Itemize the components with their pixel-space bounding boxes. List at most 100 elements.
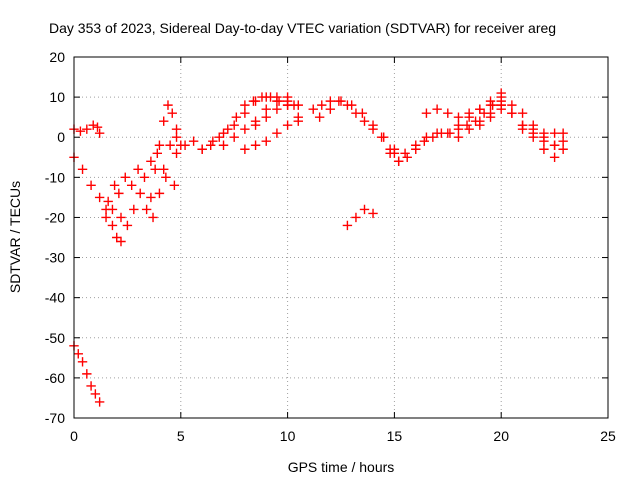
data-point [282, 120, 293, 130]
data-point [485, 100, 496, 110]
data-point [180, 140, 190, 150]
data-point [359, 204, 370, 215]
series-track-d [103, 172, 180, 231]
x-axis-label: GPS time / hours [288, 459, 395, 475]
data-point [317, 100, 327, 110]
grid [74, 57, 608, 418]
data-point [368, 208, 378, 219]
data-point [103, 196, 113, 207]
data-point [282, 92, 293, 102]
data-point [357, 108, 368, 118]
data-point [400, 148, 410, 158]
data-point [539, 136, 549, 146]
data-point [116, 236, 126, 247]
data-point [250, 140, 261, 150]
data-point [214, 132, 224, 142]
data-point [539, 128, 549, 138]
data-point [453, 112, 464, 122]
series-track-m [342, 204, 378, 231]
data-point [146, 156, 156, 166]
data-point [90, 389, 101, 399]
data-point [549, 140, 560, 150]
data-point [346, 100, 357, 110]
data-point [208, 136, 218, 146]
data-point [261, 104, 271, 114]
axis-ticks: -70 -60 -50 -40 -30 -20 -10 0 10 20 0 5 10 15 20 25 [45, 49, 616, 444]
data-point [496, 88, 506, 98]
data-point [146, 192, 156, 203]
y-tick-label: -20 [45, 209, 65, 225]
data-point [549, 128, 560, 138]
data-point [133, 164, 143, 175]
data-point [517, 124, 528, 134]
data-point [171, 124, 182, 134]
series-track-t [517, 124, 568, 138]
data-point [272, 104, 282, 114]
data-point [107, 204, 118, 215]
data-point [325, 96, 336, 106]
data-point [539, 144, 549, 154]
data-point [453, 120, 464, 130]
data-point [116, 212, 126, 223]
data-point [159, 116, 169, 126]
data-point [443, 108, 453, 118]
y-tick-label: -40 [45, 290, 65, 306]
data-point [141, 204, 152, 215]
data-point [77, 357, 88, 367]
data-point [393, 156, 404, 166]
data-point [421, 132, 432, 142]
data-point [159, 164, 169, 175]
data-point [250, 96, 261, 106]
data-point [129, 204, 139, 215]
plot-area-border [73, 56, 609, 419]
y-tick-label: 0 [57, 129, 65, 145]
series-track-b [69, 152, 126, 247]
data-point [379, 132, 389, 142]
series-track-p [421, 96, 506, 122]
data-point [351, 212, 361, 223]
data-point [558, 144, 568, 154]
data-point [154, 140, 165, 150]
data-point [475, 104, 485, 114]
data-point [223, 124, 233, 134]
chart-title: Day 353 of 2023, Sidereal Day-to-day VTE… [49, 20, 556, 36]
data-point [114, 188, 124, 199]
data-point [558, 128, 568, 138]
data-point [229, 120, 239, 130]
y-tick-label: -30 [45, 250, 65, 266]
data-point [464, 108, 474, 118]
data-point [359, 116, 370, 126]
data-point [120, 172, 130, 183]
data-point [73, 349, 83, 359]
data-point [507, 108, 517, 118]
y-tick-label: -10 [45, 169, 65, 185]
data-point [240, 124, 250, 134]
data-point [112, 232, 122, 243]
data-point [261, 112, 271, 122]
data-point [109, 180, 120, 191]
data-point [453, 132, 464, 142]
data-point [342, 220, 353, 231]
y-tick-label: -50 [45, 330, 65, 346]
data-point [126, 180, 137, 191]
data-point [165, 140, 175, 150]
data-point [122, 220, 133, 231]
data-point [163, 100, 173, 110]
data-point [385, 148, 395, 158]
data-point [150, 164, 160, 175]
data-point [231, 112, 242, 122]
data-point [92, 122, 103, 132]
data-point [293, 100, 303, 110]
x-tick-label: 15 [387, 428, 403, 444]
data-point [517, 108, 528, 118]
data-point [443, 128, 453, 138]
data-point [485, 112, 496, 122]
series-track-u [69, 341, 105, 407]
data-point [496, 100, 506, 110]
data-point [432, 128, 442, 138]
series-track-j [250, 100, 303, 130]
x-tick-label: 10 [280, 428, 296, 444]
x-tick-label: 25 [600, 428, 616, 444]
data-point [325, 104, 336, 114]
